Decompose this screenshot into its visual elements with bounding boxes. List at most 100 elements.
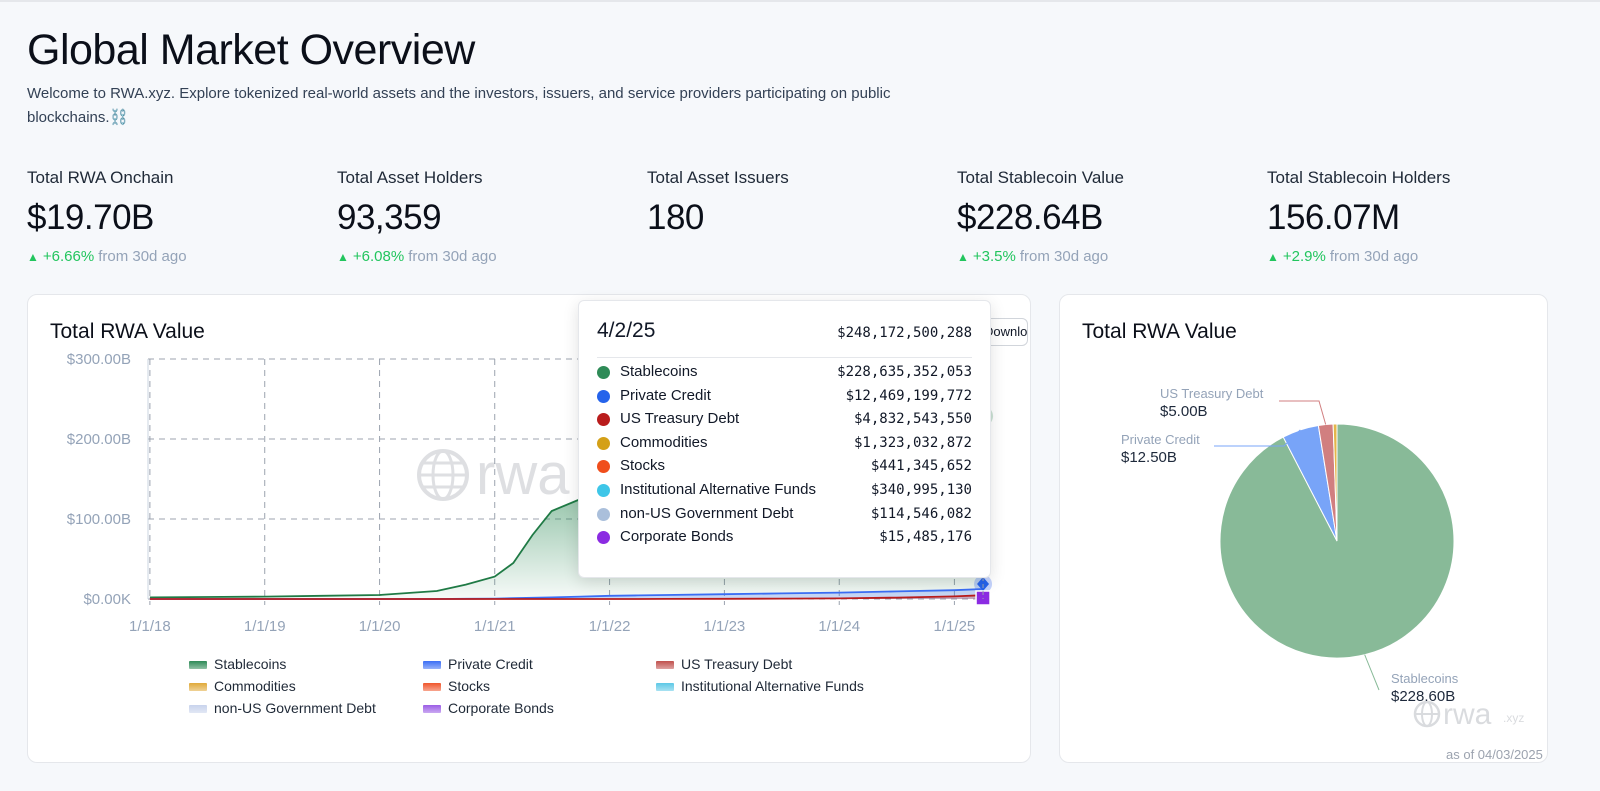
x-tick-label: 1/1/23 [704, 618, 746, 635]
x-tick-label: 1/1/21 [474, 618, 516, 635]
x-tick-label: 1/1/19 [244, 618, 286, 635]
tooltip-series-value: $340,995,130 [870, 482, 972, 498]
tooltip-series-value: $12,469,199,772 [845, 387, 972, 404]
stat-change-value: +2.9% [1282, 248, 1326, 265]
legend-swatch-icon [423, 683, 441, 691]
y-tick-label: $300.00B [67, 351, 131, 368]
stat-card: Total RWA Onchain $19.70B ▲ +6.66% from 30d … [27, 168, 307, 265]
stat-change-value: +3.5% [972, 248, 1016, 265]
tooltip-row: Corporate Bonds $15,485,176 [597, 527, 972, 547]
legend-label: Private Credit [448, 656, 533, 672]
tooltip-row: Commodities $1,323,032,872 [597, 433, 972, 453]
tooltip-series-name: Private Credit [620, 386, 711, 404]
x-tick-label: 1/1/18 [129, 618, 171, 635]
x-tick-label: 1/1/24 [818, 618, 860, 635]
stat-label: Total Asset Holders [337, 168, 483, 187]
watermark-text: rwa [476, 442, 570, 507]
stat-value: $19.70B [27, 198, 154, 237]
legend-swatch-icon [423, 705, 441, 713]
top-divider [0, 0, 1600, 2]
stat-label: Total Stablecoin Holders [1267, 168, 1451, 187]
tooltip-row: Institutional Alternative Funds $340,995,… [597, 480, 972, 500]
stat-label: Total Stablecoin Value [957, 168, 1124, 187]
series-dot-icon [597, 389, 610, 403]
tooltip-total: $248,172,500,288 [837, 325, 972, 341]
stat-change: ▲ +6.66% from 30d ago [27, 248, 307, 265]
stat-value: $228.64B [957, 198, 1103, 237]
pie-slice[interactable] [1332, 423, 1338, 542]
tooltip-series-value: $4,832,543,550 [853, 411, 972, 428]
stat-card: Total Stablecoin Holders 156.07M ▲ +2.9% fro… [1267, 168, 1547, 265]
legend-label: Corporate Bonds [448, 700, 554, 716]
stat-change-suffix: from 30d ago [1329, 248, 1419, 265]
stat-change: ▲ +2.9% from 30d ago [1267, 248, 1547, 265]
series-dot-icon [597, 366, 610, 379]
tooltip-series-name: non-US Government Debt [620, 504, 794, 522]
stat-card: Total Asset Issuers 180 [647, 168, 927, 238]
stat-value: 93,359 [337, 198, 442, 237]
up-arrow-icon: ▲ [27, 250, 39, 264]
stat-label: Total Asset Issuers [647, 168, 789, 187]
tooltip-series-name: Stablecoins [620, 363, 698, 380]
legend-label: Institutional Alternative Funds [681, 678, 864, 694]
chart-tooltip: 4/2/25 $248,172,500,288 Stablecoins $228,… [578, 300, 991, 578]
tooltip-series-value: $114,546,082 [870, 505, 972, 522]
stat-label: Total RWA Onchain [27, 168, 174, 187]
stat-card: Total Stablecoin Value $228.64B ▲ +3.5% from… [957, 168, 1237, 265]
page-title: Global Market Overview [27, 26, 475, 74]
stat-change-value: +6.08% [352, 248, 405, 265]
series-area [149, 595, 983, 599]
stat-value: 156.07M [1267, 198, 1400, 237]
legend-label: Commodities [214, 678, 296, 694]
series-line[interactable] [149, 594, 984, 600]
x-tick-label: 1/1/20 [359, 618, 401, 635]
stat-change: ▲ +3.5% from 30d ago [957, 248, 1237, 265]
stat-value: 180 [647, 198, 704, 237]
y-tick-label: $100.00B [67, 511, 131, 528]
legend-swatch-icon [189, 661, 207, 669]
legend-label: US Treasury Debt [681, 656, 793, 672]
tooltip-series-name: Corporate Bonds [620, 528, 734, 546]
tooltip-series-value: $15,485,176 [879, 529, 972, 546]
series-dot-icon [597, 436, 610, 450]
y-tick-label: $200.00B [67, 431, 131, 448]
tooltip-row: Stocks $441,345,652 [597, 456, 972, 476]
up-arrow-icon: ▲ [337, 250, 349, 264]
stat-change-suffix: from 30d ago [1019, 248, 1109, 265]
stat-change: ▲ +6.08% from 30d ago [337, 248, 617, 265]
tooltip-row: Private Credit $12,469,199,772 [597, 386, 972, 406]
legend-swatch-icon [656, 661, 674, 669]
tooltip-series-value: $1,323,032,872 [853, 434, 972, 451]
tooltip-series-value: $228,635,352,053 [837, 364, 972, 380]
tooltip-row: non-US Government Debt $114,546,082 [597, 504, 972, 524]
tooltip-row: Stablecoins $228,635,352,053 [597, 362, 972, 382]
tooltip-series-name: Commodities [620, 433, 708, 451]
legend-swatch-icon [189, 705, 207, 713]
series-dot-icon [597, 413, 610, 427]
rwa-watermark-icon: rwa [417, 442, 570, 507]
tooltip-date: 4/2/25 [597, 319, 656, 342]
up-arrow-icon: ▲ [957, 250, 969, 264]
stat-change-suffix: from 30d ago [408, 248, 497, 265]
tooltip-row: US Treasury Debt $4,832,543,550 [597, 409, 972, 429]
tooltip-series-name: Institutional Alternative Funds [620, 481, 816, 498]
series-dot-icon [597, 484, 610, 497]
series-dot-icon [597, 507, 610, 521]
tooltip-series-name: Stocks [620, 457, 666, 475]
legend-label: Stablecoins [214, 656, 287, 672]
series-area [149, 589, 983, 599]
pie-chart-title: Total RWA Value [1082, 320, 1237, 343]
stat-change-suffix: from 30d ago [98, 248, 187, 265]
y-tick-label: $0.00K [83, 591, 131, 608]
legend-label: non-US Government Debt [214, 700, 376, 716]
legend-swatch-icon [423, 661, 441, 669]
stat-card: Total Asset Holders 93,359 ▲ +6.08% from 30d… [337, 168, 617, 265]
tooltip-series-value: $441,345,652 [870, 458, 972, 475]
legend-swatch-icon [189, 683, 207, 691]
series-dot-icon [597, 531, 610, 545]
up-arrow-icon: ▲ [1267, 250, 1279, 264]
tooltip-series-name: US Treasury Debt [620, 410, 740, 428]
page-intro: Welcome to RWA.xyz. Explore tokenized re… [27, 85, 891, 126]
line-chart-title: Total RWA Value [50, 320, 205, 343]
legend-label: Stocks [448, 678, 491, 694]
